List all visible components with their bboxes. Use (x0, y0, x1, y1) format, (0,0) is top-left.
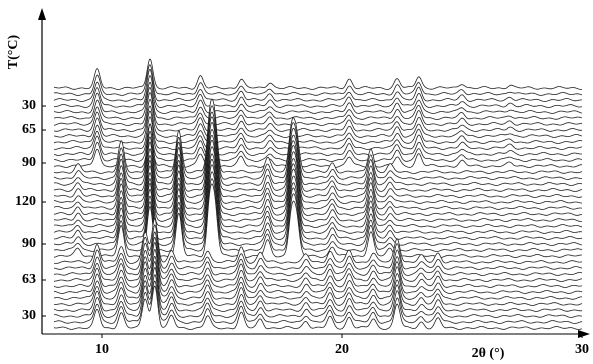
traces (53, 58, 583, 330)
trace (53, 242, 583, 288)
trace (53, 64, 583, 96)
y-tick-label: 30 (22, 308, 36, 323)
x-tick-label: 10 (95, 342, 109, 357)
trace (53, 87, 583, 120)
trace (54, 248, 583, 294)
fill-mask (54, 87, 582, 120)
trace (53, 98, 583, 174)
y-tick-label: 63 (22, 272, 36, 287)
trace (53, 218, 583, 264)
trace (53, 116, 583, 150)
trace (53, 116, 583, 192)
fill-mask (54, 99, 582, 132)
x-tick-label: 20 (335, 342, 349, 357)
fill-mask (54, 111, 582, 144)
y-tick-label: 90 (22, 236, 36, 251)
fill-mask (54, 69, 582, 102)
fill-mask (54, 116, 582, 150)
fill-mask (54, 92, 582, 126)
trace (53, 158, 583, 234)
trace (54, 153, 583, 228)
trace (53, 261, 583, 306)
fill-mask (54, 75, 582, 108)
trace (54, 129, 583, 162)
trace (54, 236, 583, 282)
trace (53, 92, 582, 126)
fill-mask (54, 106, 582, 138)
trace (53, 224, 583, 270)
fill-mask (54, 124, 582, 156)
trace (53, 280, 583, 324)
trace (53, 255, 583, 300)
trace (53, 146, 582, 222)
fill-mask (54, 274, 582, 318)
trace (53, 123, 583, 156)
fill-mask (54, 82, 582, 114)
trace (53, 98, 582, 132)
trace (54, 139, 583, 216)
trace (53, 111, 583, 186)
x-axis-arrow (578, 330, 590, 338)
x-tick-label: 30 (575, 342, 589, 357)
trace (53, 231, 583, 276)
y-tick-label: 120 (15, 194, 36, 209)
trace (54, 105, 583, 138)
trace (53, 58, 582, 90)
trace (53, 134, 583, 210)
y-tick-label: 30 (22, 98, 36, 113)
trace (53, 285, 583, 330)
trace (53, 122, 583, 198)
fill-mask (54, 64, 582, 96)
trace (54, 81, 583, 114)
trace (53, 274, 583, 318)
trace (53, 110, 583, 144)
y-tick-label: 65 (22, 122, 36, 137)
fill-mask (54, 135, 582, 168)
fill-mask (54, 59, 582, 90)
y-tick-label: 90 (22, 155, 36, 170)
x-axis-label: 2θ (°) (472, 346, 505, 361)
trace (53, 129, 583, 204)
trace (53, 68, 582, 102)
trace (53, 267, 582, 312)
trace (53, 105, 582, 180)
trace (54, 75, 583, 108)
trace (53, 171, 582, 246)
trace (53, 134, 583, 168)
y-axis-arrow (38, 8, 46, 20)
trace (54, 164, 583, 240)
y-axis-label: T(°C) (6, 34, 21, 69)
